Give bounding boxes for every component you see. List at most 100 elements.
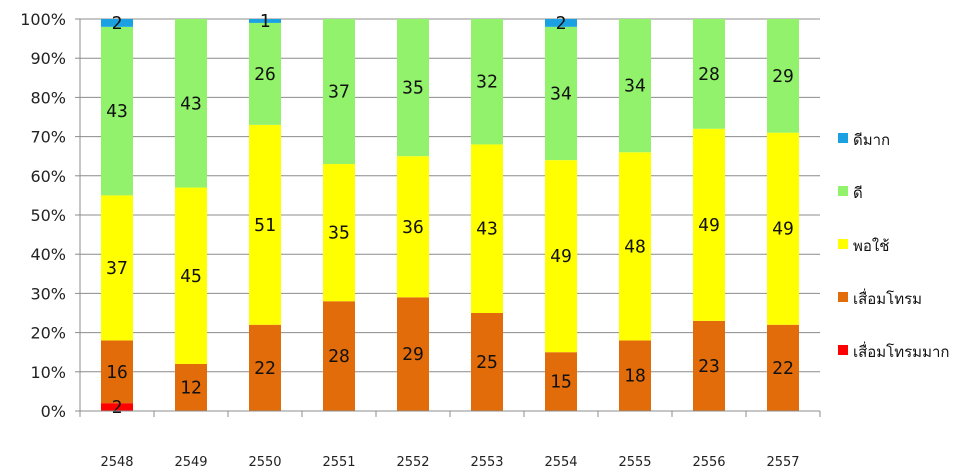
bar-segment (693, 128, 725, 321)
bar-segment (619, 152, 651, 341)
data-label: 12 (180, 377, 202, 398)
legend-label: เสื่อมโทรม (853, 288, 922, 308)
bar-segment (249, 124, 281, 325)
x-axis: 2548 2549 2550 2551 2552 2553 2554 2555 2556 2557 (79, 410, 821, 470)
data-label: 49 (772, 219, 794, 240)
y-tick-label: 50% (30, 206, 66, 225)
bar-segment (323, 301, 355, 411)
bar-segment (767, 19, 799, 133)
x-tick-label: 2550 (248, 455, 281, 470)
data-label: 34 (624, 76, 646, 97)
bar-segment (249, 22, 281, 125)
y-tick-label: 90% (30, 49, 66, 68)
y-tick-label: 60% (30, 167, 66, 186)
legend-swatch (838, 345, 848, 355)
data-label: 43 (180, 93, 202, 114)
x-tick-label: 2548 (100, 455, 133, 470)
bar-segment (693, 19, 725, 129)
x-tick-label: 2555 (618, 455, 651, 470)
bar-segment (323, 164, 355, 302)
bar-segment (101, 403, 133, 411)
bar-segment (545, 352, 577, 411)
y-tick-label: 20% (30, 324, 66, 343)
y-tick-label: 80% (30, 88, 66, 107)
bar-segment (397, 156, 429, 298)
data-label: 23 (698, 356, 720, 377)
bar-segment (545, 26, 577, 161)
bars (101, 19, 799, 411)
bar-segment (693, 320, 725, 411)
bar-segment (471, 313, 503, 411)
legend-swatch (838, 292, 848, 302)
bar-segment (545, 19, 577, 27)
y-tick-label: 70% (30, 128, 66, 147)
x-tick-label: 2557 (766, 455, 799, 470)
bar-segment (175, 19, 207, 188)
bar-segment (397, 19, 429, 157)
bar-segment (101, 26, 133, 196)
bar-segment (767, 132, 799, 325)
legend-label: ดี (853, 184, 863, 202)
x-tick-label: 2554 (544, 455, 577, 470)
data-label: 32 (476, 72, 498, 93)
y-tick-label: 10% (30, 363, 66, 382)
y-tick-label: 0% (41, 402, 66, 421)
data-label: 37 (328, 82, 350, 103)
data-label: 16 (106, 362, 128, 383)
x-tick-label: 2556 (692, 455, 725, 470)
bar-segment (471, 19, 503, 145)
x-tick-label: 2551 (322, 455, 355, 470)
data-label: 36 (402, 217, 424, 238)
data-label: 45 (180, 266, 202, 287)
data-label: 28 (328, 346, 350, 367)
data-label: 29 (772, 66, 794, 87)
bar-segment (175, 363, 207, 411)
bar-segment (767, 324, 799, 411)
data-label: 25 (476, 352, 498, 373)
data-label: 43 (476, 219, 498, 240)
data-label: 37 (106, 258, 128, 279)
data-labels: 2 16 37 43 2 12 45 43 22 51 26 1 28 35 37 29 36 35 25 43 32 1… (106, 11, 794, 418)
data-label: 2 (556, 13, 567, 34)
bar-segment (249, 324, 281, 411)
data-label: 48 (624, 236, 646, 257)
bar-segment (249, 19, 281, 23)
bar-segment (175, 187, 207, 364)
legend-swatch (838, 186, 848, 196)
legend-swatch (838, 133, 848, 143)
data-label: 15 (550, 372, 572, 393)
y-tick-label: 30% (30, 284, 66, 303)
bar-segment (101, 195, 133, 341)
data-label: 18 (624, 366, 646, 387)
data-label: 22 (772, 358, 794, 379)
legend-label: พอใช้ (853, 237, 889, 255)
data-label: 49 (550, 246, 572, 267)
legend-label: ดีมาก (853, 131, 890, 149)
data-label: 2 (112, 13, 123, 34)
bar-segment (323, 19, 355, 165)
data-label: 26 (254, 64, 276, 85)
data-label: 2 (112, 397, 123, 418)
data-label: 22 (254, 358, 276, 379)
data-label: 35 (328, 223, 350, 244)
bar-segment (619, 19, 651, 153)
bar-segment (101, 19, 133, 27)
y-tick-label: 100% (20, 10, 66, 29)
data-label: 49 (698, 215, 720, 236)
y-tick-label: 40% (30, 245, 66, 264)
data-label: 34 (550, 83, 572, 104)
x-tick-label: 2552 (396, 455, 429, 470)
data-label: 1 (260, 11, 271, 32)
data-label: 35 (402, 78, 424, 99)
legend-swatch (838, 239, 848, 249)
bar-segment (545, 160, 577, 353)
bar-segment (397, 297, 429, 411)
data-label: 51 (254, 215, 276, 236)
bar-segment (101, 340, 133, 404)
data-label: 28 (698, 64, 720, 85)
bar-segment (619, 340, 651, 411)
x-tick-label: 2549 (174, 455, 207, 470)
data-label: 29 (402, 344, 424, 365)
